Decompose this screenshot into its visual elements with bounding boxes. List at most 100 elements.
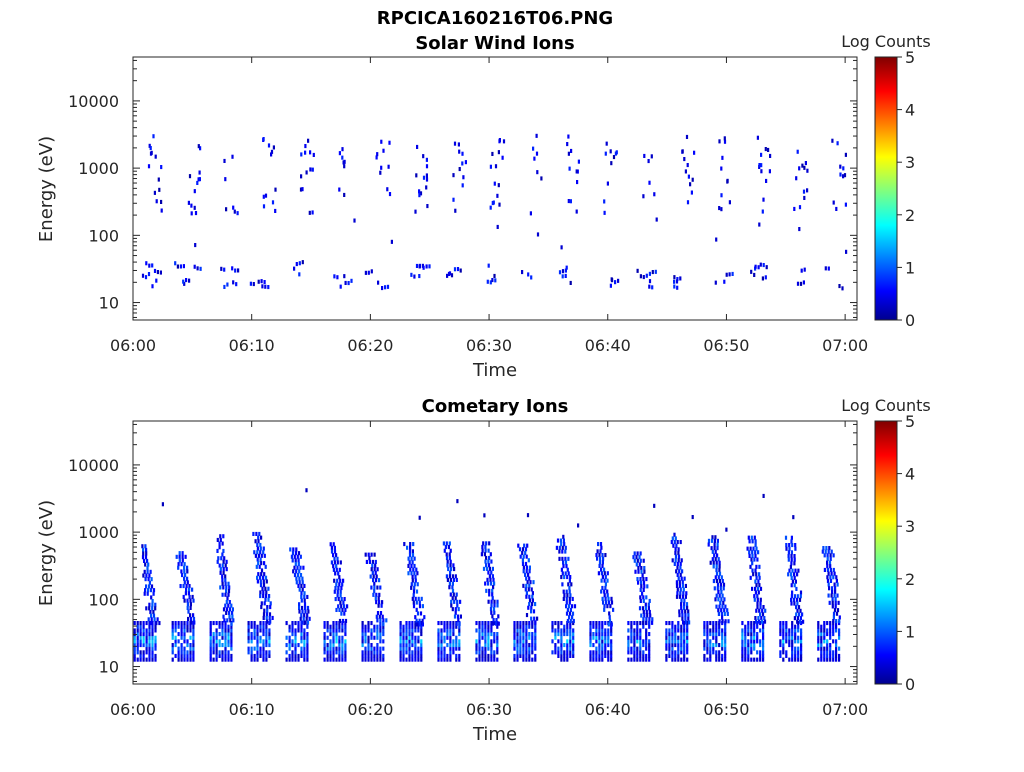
- heatmap-cell: [718, 579, 721, 584]
- heatmap-cell: [375, 614, 378, 619]
- heatmap-cell: [343, 192, 346, 197]
- heatmap-cell: [755, 572, 758, 577]
- heatmap-cell: [152, 134, 155, 139]
- heatmap-cell: [482, 566, 486, 571]
- heatmap-cell: [760, 152, 763, 157]
- heatmap-cell: [566, 628, 569, 633]
- heatmap-cell: [794, 579, 797, 584]
- heatmap-cell: [456, 267, 460, 272]
- heatmap-cell: [681, 149, 684, 154]
- heatmap-cell: [566, 653, 569, 658]
- heatmap-cell: [639, 653, 642, 658]
- heatmap-cell: [716, 546, 719, 551]
- heatmap-cell: [829, 657, 832, 662]
- heatmap-cell: [183, 580, 186, 585]
- heatmap-cell: [668, 635, 671, 640]
- heatmap-cell: [592, 650, 595, 655]
- heatmap-cell: [636, 577, 639, 582]
- heatmap-cell: [423, 615, 426, 620]
- heatmap-cell: [690, 190, 693, 195]
- heatmap-cell: [225, 589, 228, 594]
- heatmap-cell: [639, 639, 642, 644]
- heatmap-cell: [641, 606, 645, 611]
- heatmap-cell: [224, 632, 227, 637]
- heatmap-cell: [364, 632, 367, 637]
- heatmap-cell: [589, 650, 592, 655]
- heatmap-cell: [824, 549, 827, 554]
- heatmap-cell: [265, 590, 268, 595]
- heatmap-cell: [491, 278, 494, 283]
- heatmap-cell: [259, 590, 262, 595]
- heatmap-cell: [601, 657, 604, 662]
- heatmap-cell: [720, 193, 723, 198]
- heatmap-cell: [527, 572, 530, 577]
- heatmap-cell: [149, 588, 153, 593]
- heatmap-cell: [761, 209, 764, 214]
- heatmap-cell: [343, 611, 346, 616]
- heatmap-cell: [344, 607, 347, 612]
- heatmap-cell: [798, 227, 801, 232]
- heatmap-cell: [447, 567, 450, 572]
- heatmap-cell: [836, 593, 839, 598]
- heatmap-cell: [414, 639, 417, 644]
- heatmap-cell: [151, 284, 154, 289]
- heatmap-cell: [487, 581, 490, 586]
- heatmap-cell: [405, 657, 408, 662]
- heatmap-cell: [684, 583, 687, 588]
- heatmap-cell: [554, 635, 557, 640]
- heatmap-cell: [823, 657, 826, 662]
- heatmap-cell: [232, 280, 235, 285]
- heatmap-cell: [303, 620, 307, 625]
- heatmap-cell: [332, 632, 335, 637]
- heatmap-cell: [136, 624, 139, 629]
- heatmap-cell: [219, 567, 222, 572]
- heatmap-cell: [139, 628, 142, 633]
- heatmap-cell: [416, 611, 420, 616]
- heatmap-cell: [367, 552, 370, 557]
- heatmap-cell: [344, 639, 347, 644]
- heatmap-cell: [446, 559, 449, 564]
- heatmap-cell: [679, 591, 682, 596]
- heatmap-cell: [756, 586, 760, 591]
- heatmap-cell: [724, 635, 727, 640]
- heatmap-cell: [832, 628, 835, 633]
- heatmap-cell: [677, 643, 680, 648]
- heatmap-cell: [178, 554, 181, 559]
- heatmap-cell: [143, 558, 146, 563]
- heatmap-cell: [758, 564, 761, 569]
- heatmap-cell: [332, 553, 335, 558]
- heatmap-cell: [180, 632, 183, 637]
- heatmap-cell: [648, 279, 652, 284]
- heatmap-cell: [151, 646, 154, 651]
- heatmap-cell: [716, 586, 719, 591]
- heatmap-cell: [566, 618, 569, 623]
- heatmap-cell: [197, 144, 200, 149]
- heatmap-cell: [677, 576, 680, 581]
- heatmap-cell: [715, 560, 718, 565]
- heatmap-cell: [675, 594, 679, 599]
- heatmap-cell: [285, 650, 288, 655]
- heatmap-cell: [709, 621, 712, 626]
- heatmap-cell: [719, 586, 722, 591]
- heatmap-cell: [782, 621, 785, 626]
- heatmap-cell: [437, 639, 440, 644]
- heatmap-cell: [341, 657, 344, 662]
- heatmap-cell: [407, 563, 410, 568]
- heatmap-cell: [402, 635, 405, 640]
- heatmap-cell: [601, 585, 604, 590]
- heatmap-cell: [451, 607, 454, 612]
- heatmap-cell: [633, 551, 636, 556]
- heatmap-cell: [443, 624, 446, 629]
- heatmap-cell: [387, 164, 390, 169]
- heatmap-cell: [715, 643, 718, 648]
- heatmap-cell: [817, 624, 820, 629]
- heatmap-cell: [190, 620, 193, 625]
- heatmap-cell: [744, 650, 747, 655]
- heatmap-cell: [453, 567, 456, 572]
- heatmap-cell: [528, 657, 531, 662]
- heatmap-cell: [304, 609, 307, 614]
- heatmap-cell: [379, 628, 382, 633]
- heatmap-cell: [341, 653, 344, 658]
- heatmap-cell: [566, 639, 569, 644]
- heatmap-cell: [475, 650, 478, 655]
